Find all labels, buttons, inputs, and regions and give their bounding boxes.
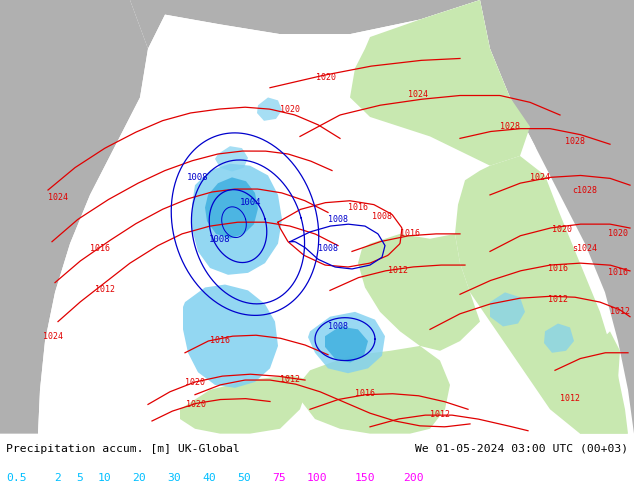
Text: 1012: 1012	[560, 394, 580, 403]
Text: 1012: 1012	[280, 375, 300, 384]
Text: 1016: 1016	[548, 264, 568, 273]
Text: 1028: 1028	[565, 137, 585, 146]
Polygon shape	[544, 323, 574, 353]
Text: 1020: 1020	[608, 229, 628, 238]
Polygon shape	[180, 375, 310, 434]
Text: 75: 75	[272, 472, 286, 483]
Text: 1012: 1012	[388, 266, 408, 275]
Polygon shape	[38, 0, 628, 434]
Text: We 01-05-2024 03:00 UTC (00+03): We 01-05-2024 03:00 UTC (00+03)	[415, 444, 628, 454]
Text: c1028: c1028	[572, 186, 597, 195]
Text: 40: 40	[202, 472, 216, 483]
Polygon shape	[490, 293, 525, 326]
Polygon shape	[455, 156, 628, 434]
Text: 20: 20	[133, 472, 146, 483]
Polygon shape	[183, 285, 278, 388]
Text: 10: 10	[98, 472, 112, 483]
Text: 1024: 1024	[48, 193, 68, 202]
Text: 1016: 1016	[355, 389, 375, 398]
Text: 100: 100	[307, 472, 328, 483]
Text: 1016: 1016	[90, 245, 110, 253]
Text: 1020: 1020	[316, 73, 336, 82]
Text: 1016: 1016	[210, 336, 230, 345]
Polygon shape	[257, 98, 282, 121]
Polygon shape	[205, 177, 258, 239]
Polygon shape	[0, 0, 148, 434]
Text: 200: 200	[403, 472, 424, 483]
Polygon shape	[308, 312, 385, 373]
Polygon shape	[215, 146, 248, 171]
Text: 1020: 1020	[185, 378, 205, 387]
Text: s1024: s1024	[572, 245, 597, 253]
Text: 1008: 1008	[187, 173, 209, 182]
Text: 1008: 1008	[328, 215, 348, 224]
Text: 1016: 1016	[348, 202, 368, 212]
Text: 2: 2	[55, 472, 61, 483]
Text: 1020: 1020	[280, 105, 300, 114]
Polygon shape	[350, 0, 530, 166]
Text: 1020: 1020	[552, 225, 572, 234]
Text: 1020: 1020	[186, 400, 206, 409]
Polygon shape	[358, 234, 480, 351]
Text: 1012: 1012	[430, 410, 450, 419]
Text: 1012: 1012	[95, 285, 115, 294]
Text: 1008: 1008	[318, 245, 338, 253]
Text: 150: 150	[355, 472, 376, 483]
Text: 50: 50	[237, 472, 251, 483]
Text: 1008: 1008	[209, 235, 231, 244]
Text: Precipitation accum. [m] UK-Global: Precipitation accum. [m] UK-Global	[6, 444, 240, 454]
Polygon shape	[480, 0, 634, 434]
Text: 1028: 1028	[500, 122, 520, 131]
Text: 1016: 1016	[400, 229, 420, 238]
Polygon shape	[325, 326, 368, 363]
Text: 30: 30	[167, 472, 181, 483]
Text: 1012: 1012	[548, 295, 568, 304]
Text: 0.5: 0.5	[6, 472, 27, 483]
Text: 5: 5	[76, 472, 83, 483]
Text: 1008: 1008	[328, 322, 348, 331]
Text: 1024: 1024	[43, 332, 63, 341]
Text: 1024: 1024	[530, 173, 550, 182]
Polygon shape	[300, 346, 450, 434]
Polygon shape	[0, 0, 634, 49]
Polygon shape	[192, 164, 282, 275]
Text: 1016: 1016	[608, 268, 628, 277]
Text: 1004: 1004	[240, 197, 261, 207]
Polygon shape	[580, 331, 628, 434]
Text: 1008: 1008	[372, 212, 392, 221]
Text: 1012: 1012	[610, 307, 630, 316]
Text: 1024: 1024	[408, 91, 428, 99]
